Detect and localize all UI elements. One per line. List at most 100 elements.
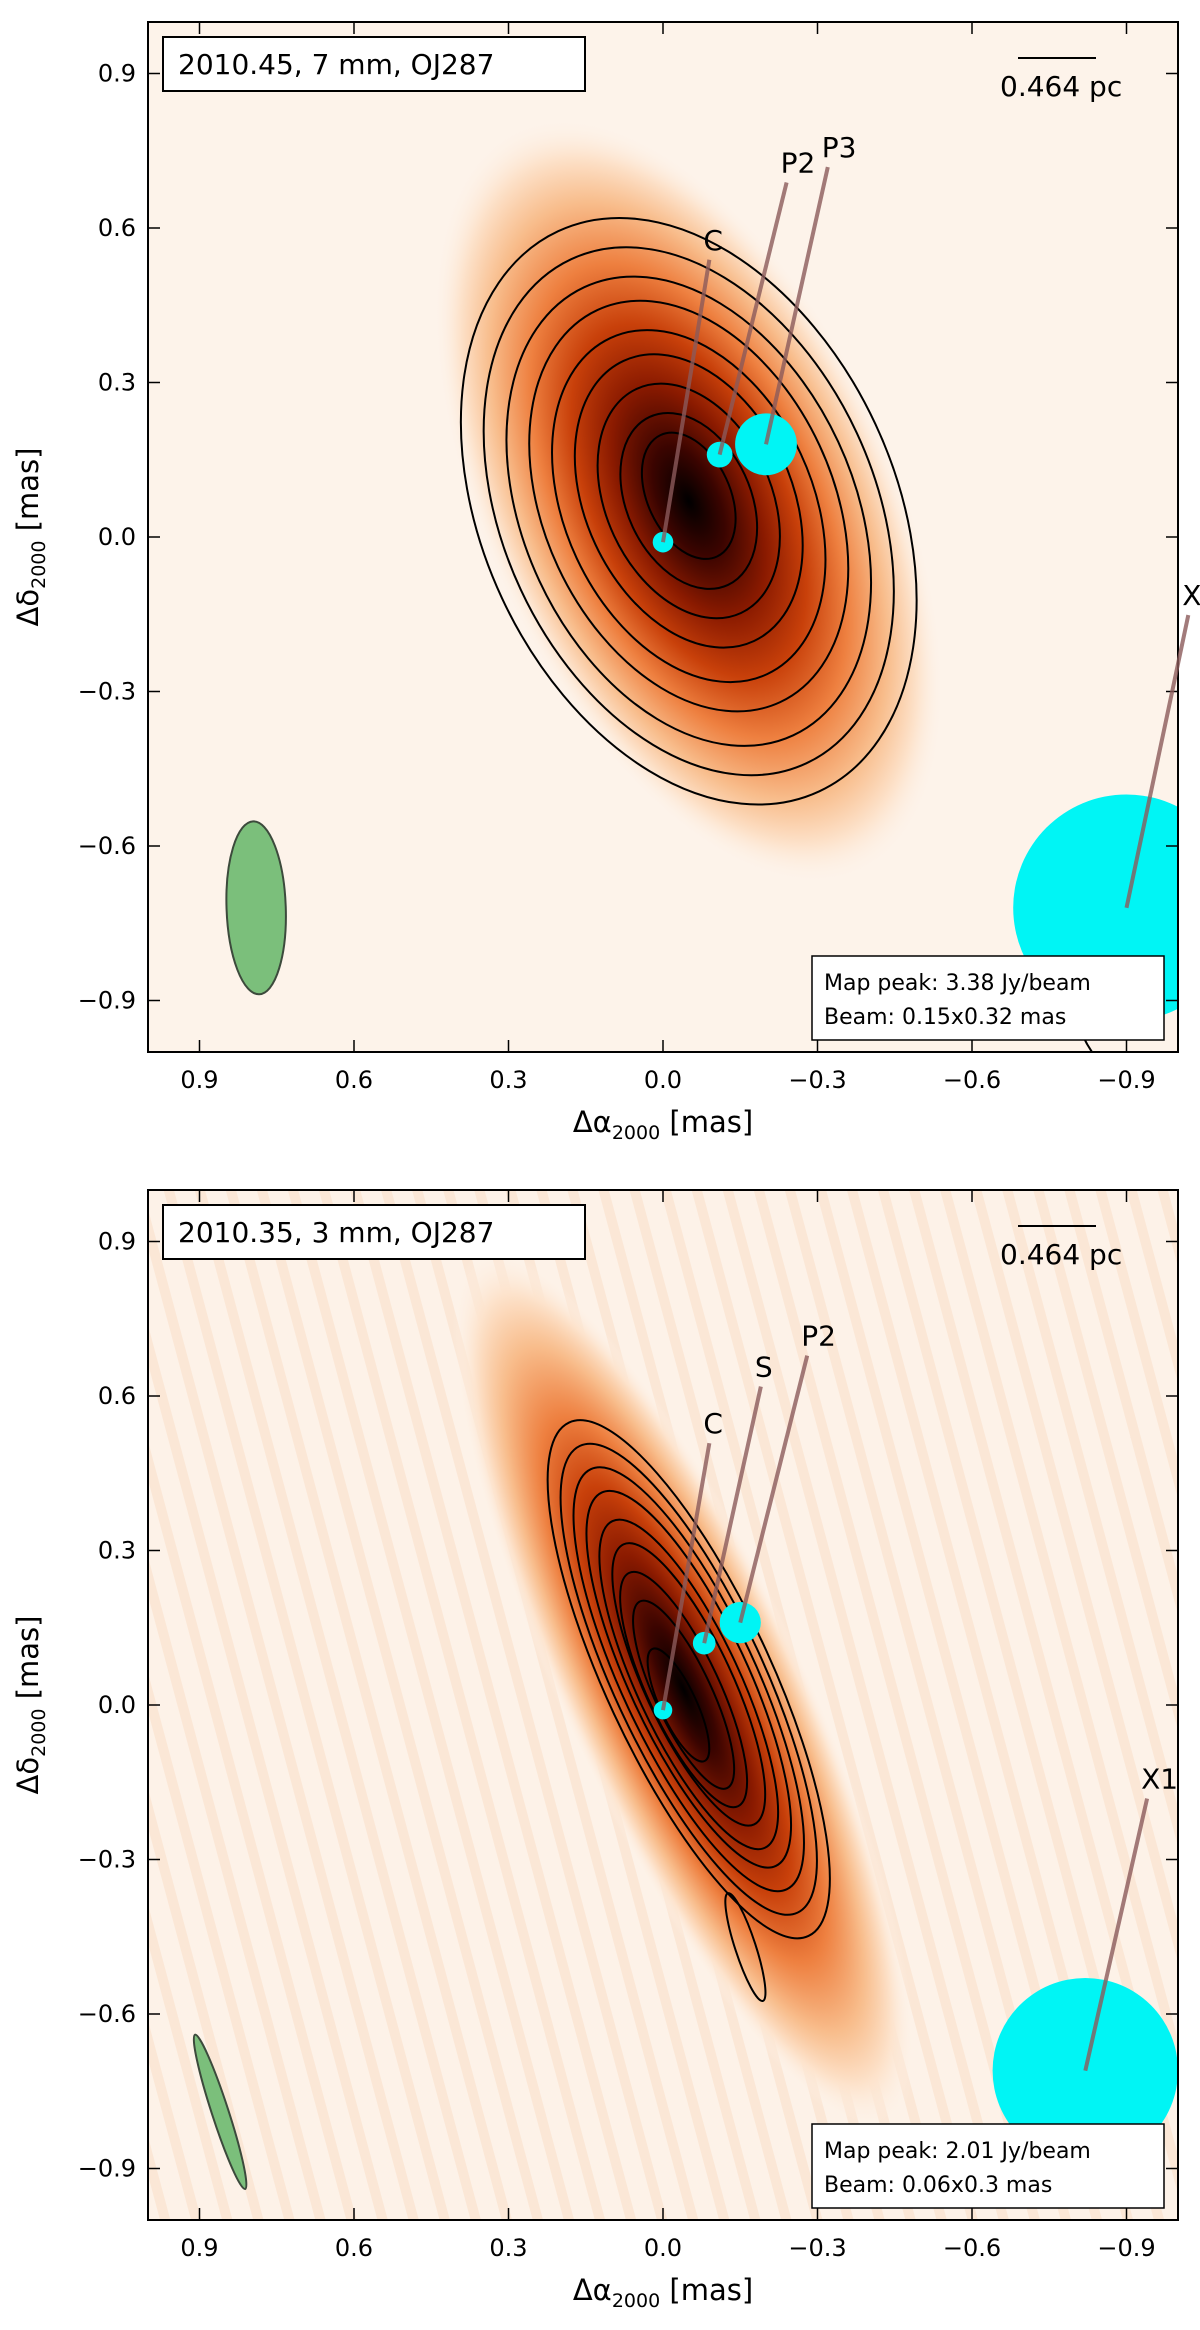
x-tick-label: 0.6 xyxy=(335,2234,373,2262)
y-axis-label: Δδ2000 [mas] xyxy=(11,1616,50,1795)
contour-level-4 xyxy=(585,1489,793,1869)
source-emission xyxy=(452,1249,915,2130)
component-labels: CS P2 X1 xyxy=(661,1320,1178,2072)
y-tick-label: 0.3 xyxy=(98,1537,136,1565)
x-tick-label: −0.9 xyxy=(1097,1066,1155,1094)
contour-level-8 xyxy=(619,411,759,590)
title-box xyxy=(162,36,586,92)
beam-size-label: Beam: 0.06x0.3 mas xyxy=(824,2173,1052,2198)
component-p2-label: P2 xyxy=(801,1320,836,1353)
contour-level-3 xyxy=(572,1466,805,1893)
x-tick-label: −0.6 xyxy=(943,2234,1001,2262)
y-axis-label: Δδ2000 [mas] xyxy=(11,448,50,627)
contour-level-2 xyxy=(482,246,895,777)
contour-level-9 xyxy=(640,431,737,560)
x-axis-label: Δα2000 [mas] xyxy=(573,1105,753,1144)
y-tick-label: 0.0 xyxy=(98,523,136,551)
y-tick-label: 0.6 xyxy=(98,1382,136,1410)
component-c-label: C xyxy=(703,1407,723,1440)
y-tick-label: −0.3 xyxy=(78,1846,136,1874)
x-tick-label: 0.3 xyxy=(489,1066,527,1094)
x-tick-label: −0.6 xyxy=(943,1066,1001,1094)
axis-ticks: 0.9 0.6 0.3 0.0 −0.3 −0.6 −0.9 0.9 0.6 0.3 0.0 −0.3… xyxy=(78,22,1178,1094)
x-tick-label: −0.3 xyxy=(788,2234,846,2262)
chart-title: 2010.35, 3 mm, OJ287 xyxy=(178,1216,494,1249)
y-tick-label: 0.0 xyxy=(98,1691,136,1719)
component-p3-label: P3 xyxy=(822,131,857,164)
info-box xyxy=(811,955,1165,1041)
title-box xyxy=(162,1204,586,1260)
component-s-leader xyxy=(702,1386,763,1644)
contour-level-5 xyxy=(598,1518,780,1851)
contour-level-1 xyxy=(459,216,918,806)
x-tick-label: 0.9 xyxy=(180,2234,218,2262)
y-axis-label-subscript: 2000 xyxy=(28,541,50,589)
component-x1-label: X1 xyxy=(1182,579,1200,612)
x-axis-label-symbol: Δα xyxy=(573,1105,612,1139)
y-axis-label-unit: [mas] xyxy=(11,1616,45,1709)
y-tick-label: −0.9 xyxy=(78,2155,136,2183)
y-axis-label-symbol: Δδ xyxy=(11,589,45,627)
x-tick-label: −0.3 xyxy=(788,1066,846,1094)
contour-level-7 xyxy=(619,1570,749,1809)
y-axis-label-unit: [mas] xyxy=(11,448,45,541)
y-tick-label: 0.3 xyxy=(98,369,136,397)
component-x1-label: X1 xyxy=(1141,1763,1178,1796)
y-tick-label: −0.6 xyxy=(78,832,136,860)
y-axis-label-subscript: 2000 xyxy=(28,1709,50,1757)
component-p2-leader xyxy=(738,1355,810,1624)
x-tick-label: 0.9 xyxy=(180,1066,218,1094)
component-c-leader xyxy=(661,1442,712,1711)
y-axis-label-symbol: Δδ xyxy=(11,1757,45,1795)
component-p3-leader xyxy=(764,166,830,445)
beam-group xyxy=(192,2033,248,2191)
beam-ellipse xyxy=(192,2033,248,2191)
y-tick-label: 0.6 xyxy=(98,214,136,242)
scale-bar-label: 0.464 pc xyxy=(1000,1238,1122,1271)
chart-title: 2010.45, 7 mm, OJ287 xyxy=(178,48,494,81)
info-box xyxy=(811,2123,1165,2209)
component-c-leader xyxy=(661,259,712,543)
y-tick-label: 0.9 xyxy=(98,60,136,88)
x-tick-label: −0.9 xyxy=(1097,2234,1155,2262)
contour-lines xyxy=(546,1419,1117,2142)
x-axis-label-unit: [mas] xyxy=(660,1105,753,1139)
x-tick-label: 0.0 xyxy=(644,2234,682,2262)
x-tick-label: 0.0 xyxy=(644,1066,682,1094)
scale-bar-label: 0.464 pc xyxy=(1000,70,1122,103)
y-tick-label: −0.9 xyxy=(78,987,136,1015)
component-s-marker xyxy=(692,1631,716,1655)
contour-level-2 xyxy=(559,1442,818,1916)
component-s-label: S xyxy=(755,1351,773,1384)
x-axis-label: Δα2000 [mas] xyxy=(573,2273,753,2312)
component-x1-leader xyxy=(1083,1798,1150,2072)
x-axis-label-unit: [mas] xyxy=(660,2273,753,2307)
contour-level-4 xyxy=(528,299,850,713)
source-brightness xyxy=(452,1249,915,2130)
panel-7mm: 0.9 0.6 0.3 0.0 −0.3 −0.6 −0.9 0.9 0.6 0.3 0.0 −0.3… xyxy=(11,21,1200,1144)
component-c-label: C xyxy=(703,224,723,257)
y-tick-label: 0.9 xyxy=(98,1228,136,1256)
x-tick-label: 0.3 xyxy=(489,2234,527,2262)
component-p2-label: P2 xyxy=(781,147,816,180)
y-tick-label: −0.6 xyxy=(78,2000,136,2028)
component-x1-leader xyxy=(1124,614,1191,909)
y-tick-label: −0.3 xyxy=(78,678,136,706)
beam-ellipse xyxy=(225,820,287,996)
contour-lines xyxy=(459,216,1178,1052)
map-peak-label: Map peak: 2.01 Jy/beam xyxy=(824,2139,1091,2164)
x-axis-label-symbol: Δα xyxy=(573,2273,612,2307)
x-axis-label-subscript: 2000 xyxy=(612,1122,660,1144)
map-peak-label: Map peak: 3.38 Jy/beam xyxy=(824,971,1091,996)
axis-ticks: 0.9 0.6 0.3 0.0 −0.3 −0.6 −0.9 0.9 0.6 0.3 0.0 −0.3… xyxy=(78,1190,1178,2262)
beam-size-label: Beam: 0.15x0.32 mas xyxy=(824,1005,1066,1030)
isolated-contour-1 xyxy=(724,1892,767,2003)
x-axis-label-subscript: 2000 xyxy=(612,2290,660,2312)
contour-level-5 xyxy=(551,329,827,684)
x-tick-label: 0.6 xyxy=(335,1066,373,1094)
panel-3mm: 0.9 0.6 0.3 0.0 −0.3 −0.6 −0.9 0.9 0.6 0.3 0.0 −0.3… xyxy=(11,1189,1179,2312)
beam-group xyxy=(225,820,287,996)
